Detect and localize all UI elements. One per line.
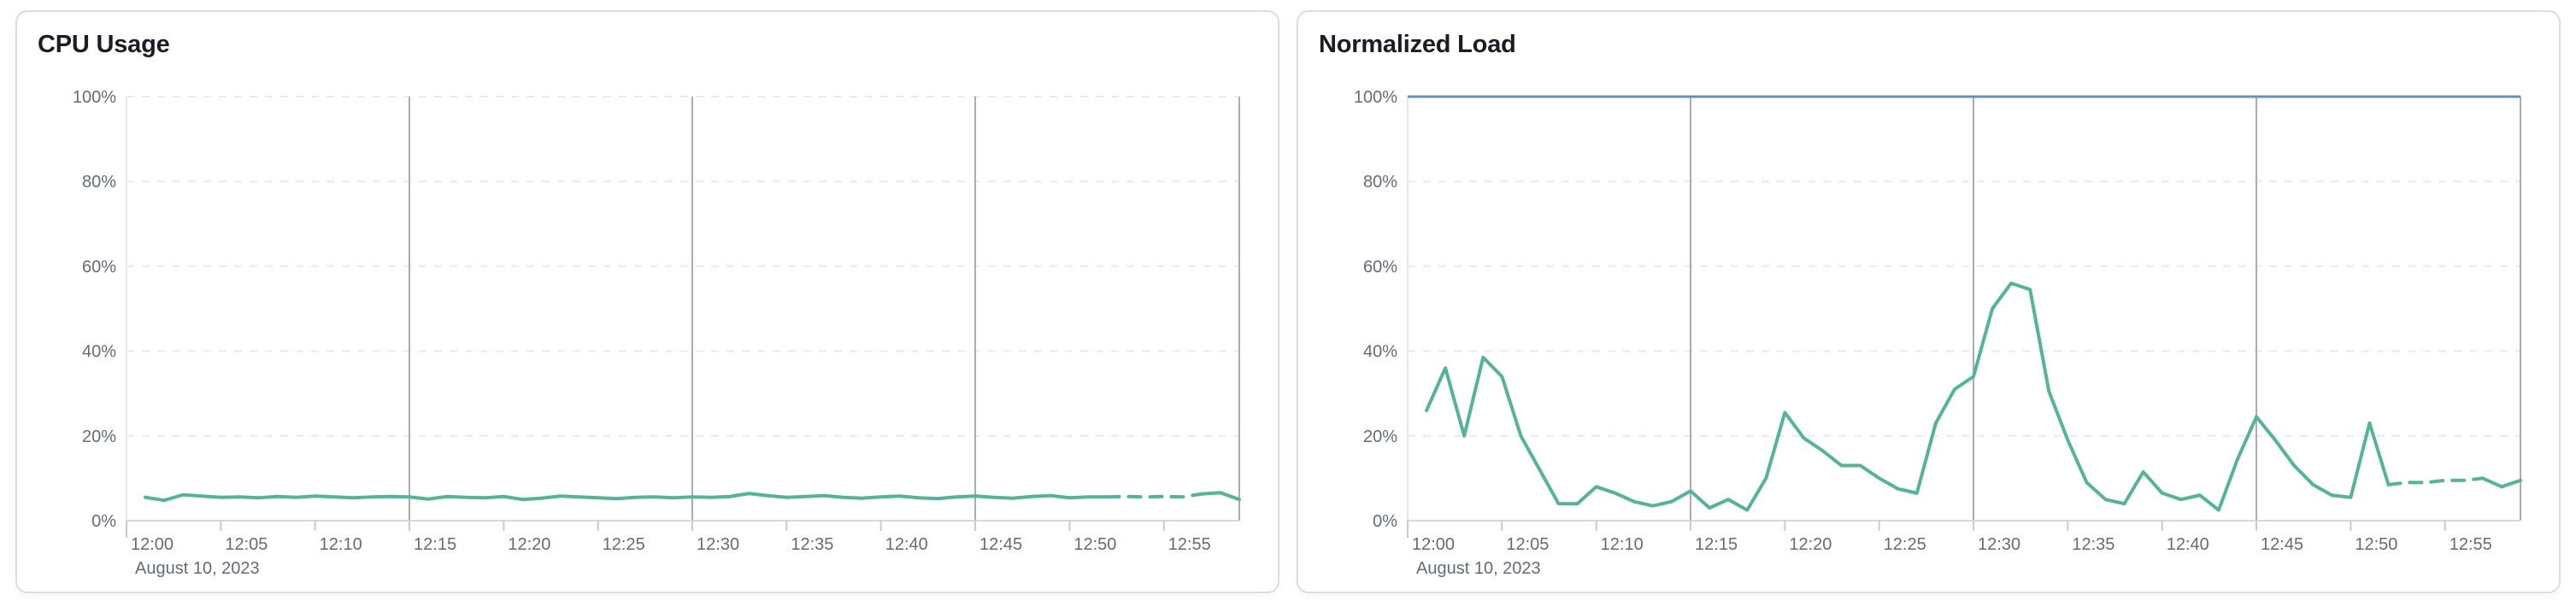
vertical-gridlines	[1690, 97, 2521, 521]
x-tick-label: 12:05	[1506, 535, 1549, 554]
x-tick-label: 12:45	[979, 535, 1022, 554]
series-segment-dashed[interactable]	[2386, 476, 2485, 486]
x-tick-label: 12:20	[1789, 535, 1832, 554]
normalized-load-panel: 12:00 12:05 12:10 12:15 12:20 12:25 12:30 12:35…	[1297, 10, 2561, 593]
x-tick-label: 12:15	[414, 535, 456, 554]
y-tick-label: 60%	[82, 257, 116, 276]
normalized-load-chart-svg[interactable]: 12:00 12:05 12:10 12:15 12:20 12:25 12:30 12:35…	[1298, 12, 2559, 592]
x-tick-label: 12:10	[1601, 535, 1644, 554]
cpu-usage-chart-svg[interactable]: 12:00 12:05 12:10 12:15 12:20 12:25 12:30 12:35…	[17, 12, 1278, 592]
series-segment-solid[interactable]	[144, 492, 1109, 503]
y-axis-labels: 0% 20% 40% 60% 80% 100%	[1354, 88, 1397, 531]
y-tick-label: 20%	[1363, 427, 1397, 446]
x-tick-label: 12:40	[885, 535, 928, 554]
y-tick-label: 0%	[91, 512, 116, 531]
y-tick-label: 100%	[73, 88, 116, 107]
y-tick-label: 0%	[1373, 512, 1397, 531]
x-tick-label: 12:15	[1695, 535, 1738, 554]
y-tick-label: 20%	[82, 427, 116, 446]
panel-title: Normalized Load	[1319, 31, 1516, 58]
series-segment-solid-tail[interactable]	[2480, 476, 2522, 489]
y-tick-label: 60%	[1363, 257, 1397, 276]
x-tick-label: 12:55	[1168, 535, 1211, 554]
y-tick-label: 80%	[82, 173, 116, 192]
cpu-usage-panel: 12:00 12:05 12:10 12:15 12:20 12:25 12:30 12:35…	[15, 10, 1279, 593]
series-segment-solid[interactable]	[1425, 281, 2391, 512]
x-tick-label: 12:50	[1073, 535, 1116, 554]
cpu-usage-chart[interactable]: 12:00 12:05 12:10 12:15 12:20 12:25 12:30 12:35…	[17, 12, 1278, 592]
y-tick-label: 40%	[1363, 343, 1397, 362]
x-axis-date-label: August 10, 2023	[135, 559, 260, 578]
y-tick-label: 100%	[1354, 88, 1397, 107]
x-tick-label: 12:00	[131, 535, 173, 554]
y-axis-labels: 0% 20% 40% 60% 80% 100%	[73, 88, 116, 531]
x-tick-label: 12:35	[791, 535, 833, 554]
vertical-gridlines	[409, 97, 1240, 521]
y-tick-label: 80%	[1363, 173, 1397, 192]
horizontal-gridlines	[126, 96, 1239, 437]
x-tick-label: 12:20	[508, 535, 550, 554]
x-tick-label: 12:05	[225, 535, 268, 554]
x-tick-label: 12:30	[1978, 535, 2020, 554]
x-tick-label: 12:50	[2355, 535, 2397, 554]
x-axis-ticks	[126, 521, 1165, 538]
x-tick-label: 12:55	[2450, 535, 2492, 554]
series-line[interactable]	[144, 491, 1241, 503]
horizontal-gridlines	[1408, 96, 2520, 437]
panel-title: CPU Usage	[38, 31, 170, 58]
series-segment-solid-tail[interactable]	[1199, 491, 1241, 502]
x-axis-labels: 12:00 12:05 12:10 12:15 12:20 12:25 12:30 12:35…	[131, 535, 1211, 554]
x-axis-date-label: August 10, 2023	[1416, 559, 1541, 578]
x-tick-label: 12:25	[603, 535, 645, 554]
x-tick-label: 12:45	[2261, 535, 2303, 554]
x-tick-label: 12:40	[2167, 535, 2209, 554]
y-tick-label: 40%	[82, 343, 116, 362]
x-axis-labels: 12:00 12:05 12:10 12:15 12:20 12:25 12:30 12:35…	[1412, 535, 2492, 554]
x-axis-ticks	[1407, 521, 2446, 538]
series-segment-dashed[interactable]	[1105, 492, 1203, 499]
normalized-load-chart[interactable]: 12:00 12:05 12:10 12:15 12:20 12:25 12:30 12:35…	[1298, 12, 2559, 592]
x-tick-label: 12:30	[697, 535, 739, 554]
series-line[interactable]	[1425, 281, 2522, 512]
x-tick-label: 12:00	[1412, 535, 1455, 554]
x-tick-label: 12:35	[2072, 535, 2114, 554]
x-tick-label: 12:25	[1884, 535, 1926, 554]
x-tick-label: 12:10	[320, 535, 362, 554]
